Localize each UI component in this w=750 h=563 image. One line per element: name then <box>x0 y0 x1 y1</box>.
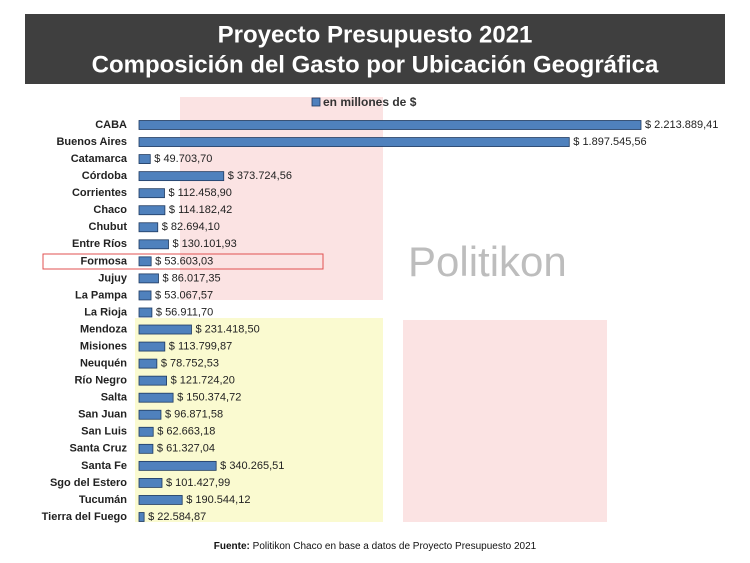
value-label: $ 190.544,12 <box>186 494 250 506</box>
bar <box>138 426 154 437</box>
category-label: Salta <box>101 392 128 404</box>
category-label: CABA <box>95 119 127 131</box>
value-label: $ 101.427,99 <box>166 477 230 489</box>
bar <box>138 392 174 403</box>
value-label: $ 86.017,35 <box>163 272 221 284</box>
bar <box>138 188 165 199</box>
value-label: $ 53.603,03 <box>155 255 213 267</box>
value-label: $ 22.584,87 <box>148 511 206 523</box>
value-label: $ 112.458,90 <box>169 187 232 199</box>
category-label: Corrientes <box>72 187 127 199</box>
bar <box>138 443 154 454</box>
bar <box>138 307 153 318</box>
source-text: Politikon Chaco en base a datos de Proye… <box>253 541 537 552</box>
value-label: $ 231.418,50 <box>195 323 259 335</box>
category-label: San Juan <box>78 409 127 421</box>
background-block <box>180 97 383 300</box>
value-label: $ 62.663,18 <box>157 426 215 438</box>
bar <box>138 205 166 216</box>
source: Fuente: Politikon Chaco en base a datos … <box>214 541 537 552</box>
category-label: Tierra del Fuego <box>42 511 128 523</box>
value-label: $ 121.724,20 <box>171 375 235 387</box>
bar <box>138 478 163 488</box>
bar <box>138 409 162 420</box>
bar <box>138 495 183 505</box>
value-label: $ 340.265,51 <box>220 460 284 472</box>
bar <box>138 358 158 369</box>
category-label: Jujuy <box>98 272 128 284</box>
value-label: $ 53.067,57 <box>155 289 213 301</box>
category-label: Sgo del Estero <box>50 477 127 489</box>
title-box <box>25 14 725 84</box>
highlight-box <box>42 253 324 270</box>
bar <box>138 171 225 182</box>
watermark: Politikon <box>408 238 567 285</box>
value-label: $ 96.871,58 <box>165 409 223 421</box>
category-label: Buenos Aires <box>56 136 127 148</box>
source-label: Fuente: <box>214 541 250 552</box>
bar <box>138 273 159 284</box>
bar <box>138 222 159 233</box>
legend-label: en millones de $ <box>323 95 417 109</box>
value-label: $ 130.101,93 <box>173 238 237 250</box>
bar <box>138 256 152 267</box>
value-label: $ 82.694,10 <box>162 221 220 233</box>
value-label: $ 150.374,72 <box>177 392 241 404</box>
chart-title: Composición del Gasto por Ubicación Geog… <box>92 51 659 78</box>
category-label: Entre Ríos <box>72 238 127 250</box>
category-label: Río Negro <box>74 375 127 387</box>
background-block <box>135 318 383 522</box>
value-label: $ 1.897.545,56 <box>573 136 646 148</box>
value-label: $ 113.799,87 <box>169 340 232 352</box>
category-label: Catamarca <box>71 153 128 165</box>
value-label: $ 2.213.889,41 <box>645 119 718 131</box>
value-label: $ 49.703,70 <box>154 153 212 165</box>
bar <box>138 154 151 164</box>
category-label: Chubut <box>89 221 128 233</box>
value-label: $ 56.911,70 <box>156 306 213 318</box>
category-label: Tucumán <box>79 494 127 506</box>
category-label: Misiones <box>80 340 127 352</box>
category-label: La Pampa <box>75 289 128 301</box>
bar <box>138 375 168 386</box>
bar <box>138 324 192 335</box>
background-block <box>403 320 607 522</box>
value-label: $ 373.724,56 <box>228 170 292 182</box>
category-label: San Luis <box>81 426 127 438</box>
value-label: $ 61.327,04 <box>157 443 215 455</box>
category-label: Formosa <box>81 255 128 267</box>
legend-swatch <box>311 97 321 107</box>
value-label: $ 78.752,53 <box>161 358 219 370</box>
value-label: $ 114.182,42 <box>169 204 232 216</box>
bar <box>138 239 169 250</box>
category-label: Neuquén <box>80 358 127 370</box>
bar <box>138 512 145 522</box>
category-label: La Rioja <box>84 306 128 318</box>
category-label: Mendoza <box>80 323 128 335</box>
category-label: Córdoba <box>82 170 128 182</box>
bar <box>138 460 217 471</box>
bar <box>138 290 152 301</box>
category-label: Chaco <box>93 204 127 216</box>
category-label: Santa Cruz <box>70 443 128 455</box>
bar <box>138 341 166 352</box>
bar <box>138 120 642 130</box>
bar <box>138 137 570 147</box>
category-label: Santa Fe <box>81 460 127 472</box>
chart-title: Proyecto Presupuesto 2021 <box>218 21 533 48</box>
